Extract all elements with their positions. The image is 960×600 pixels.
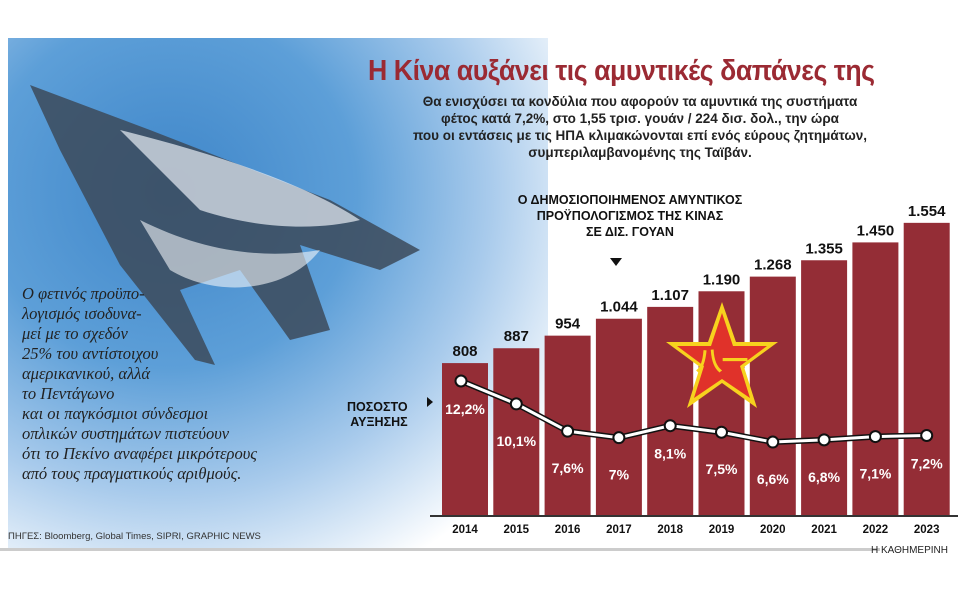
year-tick-label: 2016 [555, 524, 581, 536]
bar [595, 318, 642, 515]
bar-value-label: 887 [504, 328, 529, 345]
subtitle-line: συμπεριλαμβανομένης της Ταϊβάν. [528, 145, 752, 160]
growth-value-label: 10,1% [496, 433, 536, 449]
bar [801, 260, 848, 515]
bar [749, 276, 796, 515]
year-tick-label: 2018 [657, 524, 683, 536]
growth-point [766, 435, 780, 449]
subtitle-line: που οι εντάσεις με τις ΗΠΑ κλιμακώνονται… [412, 128, 868, 143]
bar [852, 242, 899, 515]
growth-point [561, 424, 575, 438]
side-note: Ο φετινός προϋπο- λογισμός ισοδυνα- μεί … [22, 284, 257, 484]
divider [0, 548, 880, 551]
bar-value-label: 1.355 [805, 240, 843, 257]
note-line: ότι το Πεκίνο αναφέρει μικρότερους [22, 444, 257, 463]
note-line: από τους πραγματικούς αριθμούς. [22, 464, 242, 483]
bar-value-label: 1.554 [908, 203, 946, 220]
note-line: μεί με το σχεδόν [22, 324, 128, 343]
note-line: και οι παγκόσμιοι σύνδεσμοι [22, 404, 209, 423]
bar-value-label: 1.268 [754, 257, 792, 274]
svg-text:八一: 八一 [696, 346, 748, 376]
bar-value-label: 808 [452, 343, 477, 360]
bar-value-label: 1.190 [703, 271, 741, 288]
year-tick-label: 2021 [811, 524, 837, 536]
growth-point [454, 374, 468, 388]
year-tick-label: 2019 [709, 524, 735, 536]
growth-line [460, 379, 927, 444]
growth-series-label: ΠΟΣΟΣΤΟ ΑΥΞΗΣΗΣ [347, 400, 408, 430]
page-title: Η Κίνα αυξάνει τις αμυντικές δαπάνες της [368, 55, 875, 87]
brand: Η ΚΑΘΗΜΕΡΙΝΗ [870, 545, 948, 556]
growth-value-label: 6,6% [757, 471, 789, 487]
jet-fighter-image [30, 85, 420, 365]
bar [647, 306, 694, 515]
bar-value-label: 1.107 [651, 287, 689, 304]
subtitle-line: φέτος κατά 7,2%, στο 1,55 τρισ. γουάν / … [441, 111, 839, 126]
growth-point [868, 430, 882, 444]
pointer-arrow-icon [427, 397, 433, 407]
note-line: αμερικανικού, αλλά [22, 364, 151, 383]
label-line: ΠΟΣΟΣΤΟ [347, 400, 408, 414]
growth-value-label: 7,1% [859, 466, 891, 482]
year-tick-label: 2017 [606, 524, 632, 536]
growth-value-label: 8,1% [654, 446, 686, 462]
year-tick-label: 2014 [452, 524, 478, 536]
year-tick-label: 2015 [504, 524, 530, 536]
growth-point [612, 431, 626, 445]
bar-value-label: 1.044 [600, 299, 638, 316]
red-star-emblem: 八一 [666, 302, 778, 408]
bar [903, 222, 950, 515]
label-line: ΣΕ ΔΙΣ. ΓΟΥΑΝ [586, 225, 674, 239]
growth-point [509, 397, 523, 411]
growth-value-label: 7,2% [911, 456, 943, 472]
subtitle: Θα ενισχύσει τα κονδύλια που αφορούν τα … [380, 93, 900, 161]
bar-value-label: 1.450 [857, 222, 895, 239]
label-line: ΑΥΞΗΣΗΣ [350, 415, 408, 429]
note-line: το Πεντάγωνο [22, 384, 115, 403]
note-line: οπλικών συστημάτων πιστεύουν [22, 424, 230, 443]
year-tick-label: 2022 [863, 524, 889, 536]
note-line: λογισμός ισοδυνα- [22, 304, 142, 323]
growth-value-label: 6,8% [808, 469, 840, 485]
growth-point [920, 429, 934, 442]
label-line: ΠΡΟΫΠΟΛΟΓΙΣΜΟΣ ΤΗΣ ΚΙΝΑΣ [536, 209, 724, 223]
sources: ΠΗΓΕΣ: Bloomberg, Global Times, SIPRI, G… [8, 531, 261, 542]
growth-value-label: 7,5% [706, 461, 738, 477]
budget-series-label: Ο ΔΗΜΟΣΙΟΠΟΙΗΜΕΝΟΣ ΑΜΥΝΤΙΚΟΣ ΠΡΟΫΠΟΛΟΓΙΣ… [510, 192, 750, 240]
pointer-arrow-icon [610, 258, 622, 266]
growth-point [715, 425, 728, 439]
year-tick-label: 2020 [760, 524, 786, 536]
growth-point [663, 419, 677, 433]
growth-value-label: 7% [609, 467, 630, 483]
bar-value-label: 954 [555, 316, 581, 333]
subtitle-line: Θα ενισχύσει τα κονδύλια που αφορούν τα … [422, 94, 858, 109]
year-tick-label: 2023 [914, 524, 940, 536]
growth-point [817, 433, 831, 447]
note-line: Ο φετινός προϋπο- [22, 284, 145, 303]
bar [493, 348, 540, 515]
growth-value-label: 12,2% [445, 401, 485, 417]
label-line: Ο ΔΗΜΟΣΙΟΠΟΙΗΜΕΝΟΣ ΑΜΥΝΤΙΚΟΣ [517, 193, 743, 207]
note-line: 25% του αντίστοιχου [22, 344, 159, 363]
growth-value-label: 7,6% [552, 460, 584, 476]
